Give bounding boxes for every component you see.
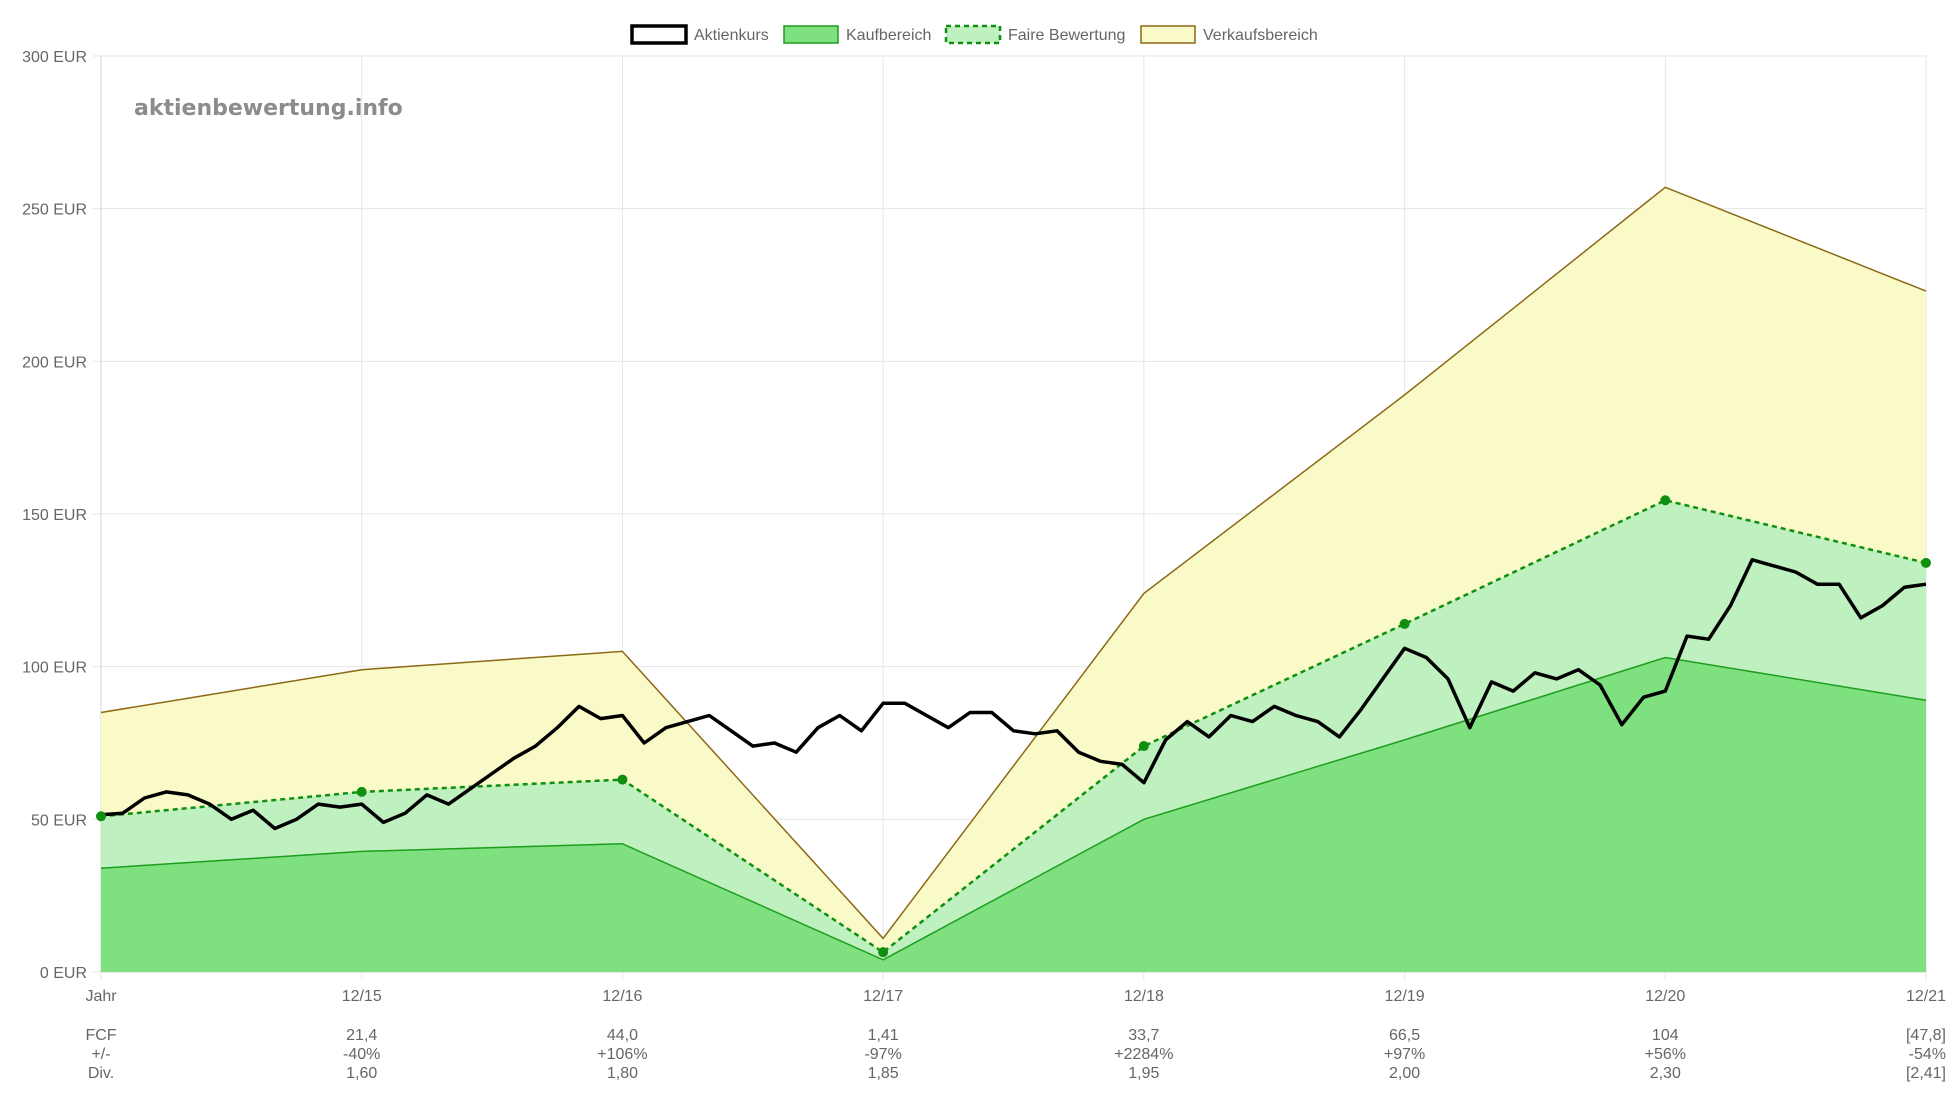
table-cell: 1,41 <box>868 1027 899 1044</box>
legend-label: Aktienkurs <box>694 27 769 44</box>
legend-swatch <box>783 25 839 44</box>
table-cell: +2284% <box>1114 1046 1173 1063</box>
table-row-label: Div. <box>88 1065 114 1082</box>
fair-value-points <box>96 495 1931 958</box>
table-cell: 33,7 <box>1128 1027 1159 1044</box>
x-tick-label: 12/21 <box>1906 988 1946 1005</box>
table-cell: [47,8] <box>1906 1027 1946 1044</box>
table-cell: 1,60 <box>346 1065 377 1082</box>
faire-bewertung-line <box>100 498 1927 954</box>
fair-value-point <box>617 774 628 785</box>
fair-value-point <box>1921 557 1931 568</box>
table-cell: -97% <box>864 1046 901 1063</box>
fair-value-point <box>356 786 367 797</box>
x-tick-label: 12/15 <box>342 988 382 1005</box>
aktienkurs-line <box>100 558 1927 831</box>
x-tick-label: 12/20 <box>1645 988 1685 1005</box>
y-tick-label: 100 EUR <box>22 660 87 677</box>
y-tick-label: 200 EUR <box>22 354 87 371</box>
table-cell: 44,0 <box>607 1027 638 1044</box>
y-tick-label: 0 EUR <box>40 965 87 982</box>
table-cell: 66,5 <box>1389 1027 1420 1044</box>
y-tick-label: 150 EUR <box>22 507 87 524</box>
fair-value-point <box>1399 618 1410 629</box>
fair-value-point <box>1138 741 1149 752</box>
legend-label: Verkaufsbereich <box>1203 27 1318 44</box>
table-cell: [2,41] <box>1906 1065 1946 1082</box>
legend-swatch <box>944 24 1002 45</box>
fair-value-point <box>878 947 889 958</box>
x-tick-label: 12/19 <box>1385 988 1425 1005</box>
legend-swatch <box>630 24 688 45</box>
table-cell: 1,80 <box>607 1065 638 1082</box>
table-cell: -40% <box>343 1046 380 1063</box>
table-cell: +56% <box>1645 1046 1686 1063</box>
table-cell: +97% <box>1384 1046 1425 1063</box>
y-tick-label: 50 EUR <box>31 812 87 829</box>
table-cell: 2,00 <box>1389 1065 1420 1082</box>
table-cell: +106% <box>597 1046 647 1063</box>
table-cell: 21,4 <box>346 1027 377 1044</box>
y-tick-label: 300 EUR <box>22 49 87 66</box>
table-cell: 2,30 <box>1650 1065 1681 1082</box>
fair-value-point <box>1660 495 1671 506</box>
area-layers <box>101 187 1926 973</box>
x-tick-label: 12/18 <box>1124 988 1164 1005</box>
x-tick-label: 12/16 <box>602 988 642 1005</box>
fair-value-point <box>96 811 106 822</box>
kaufbereich-area <box>101 657 1926 972</box>
fundamentals-table: FCF 21,4 44,0 1,41 33,7 66,5 104 [47,8] +/- -40% +… <box>85 1027 1946 1082</box>
table-cell: 104 <box>1652 1027 1679 1044</box>
y-tick-label: 250 EUR <box>22 202 87 219</box>
legend-swatch <box>1140 25 1196 44</box>
table-row-label: FCF <box>85 1027 116 1044</box>
legend-label: Kaufbereich <box>846 27 931 44</box>
table-cell: 1,95 <box>1128 1065 1159 1082</box>
watermark-text: aktienbewertung.info <box>134 96 403 121</box>
table-row-label: +/- <box>91 1046 110 1063</box>
y-axis-ticks: 0 EUR 50 EUR 100 EUR 150 EUR 200 EUR 250 EUR 3… <box>22 49 87 982</box>
table-cell: 1,85 <box>868 1065 899 1082</box>
x-axis-ticks: Jahr 12/15 12/16 12/17 12/18 12/19 12/20 12/21 <box>85 988 1946 1005</box>
x-tick-label: Jahr <box>85 988 117 1005</box>
verkaufsbereich-line <box>100 186 1927 940</box>
legend: Aktienkurs Kaufbereich Faire Bewertung Verk… <box>630 24 1318 45</box>
kaufbereich-line <box>100 656 1927 961</box>
table-cell: -54% <box>1909 1046 1946 1063</box>
x-tick-label: 12/17 <box>863 988 903 1005</box>
legend-label: Faire Bewertung <box>1008 27 1125 44</box>
series-lines <box>100 186 1927 961</box>
